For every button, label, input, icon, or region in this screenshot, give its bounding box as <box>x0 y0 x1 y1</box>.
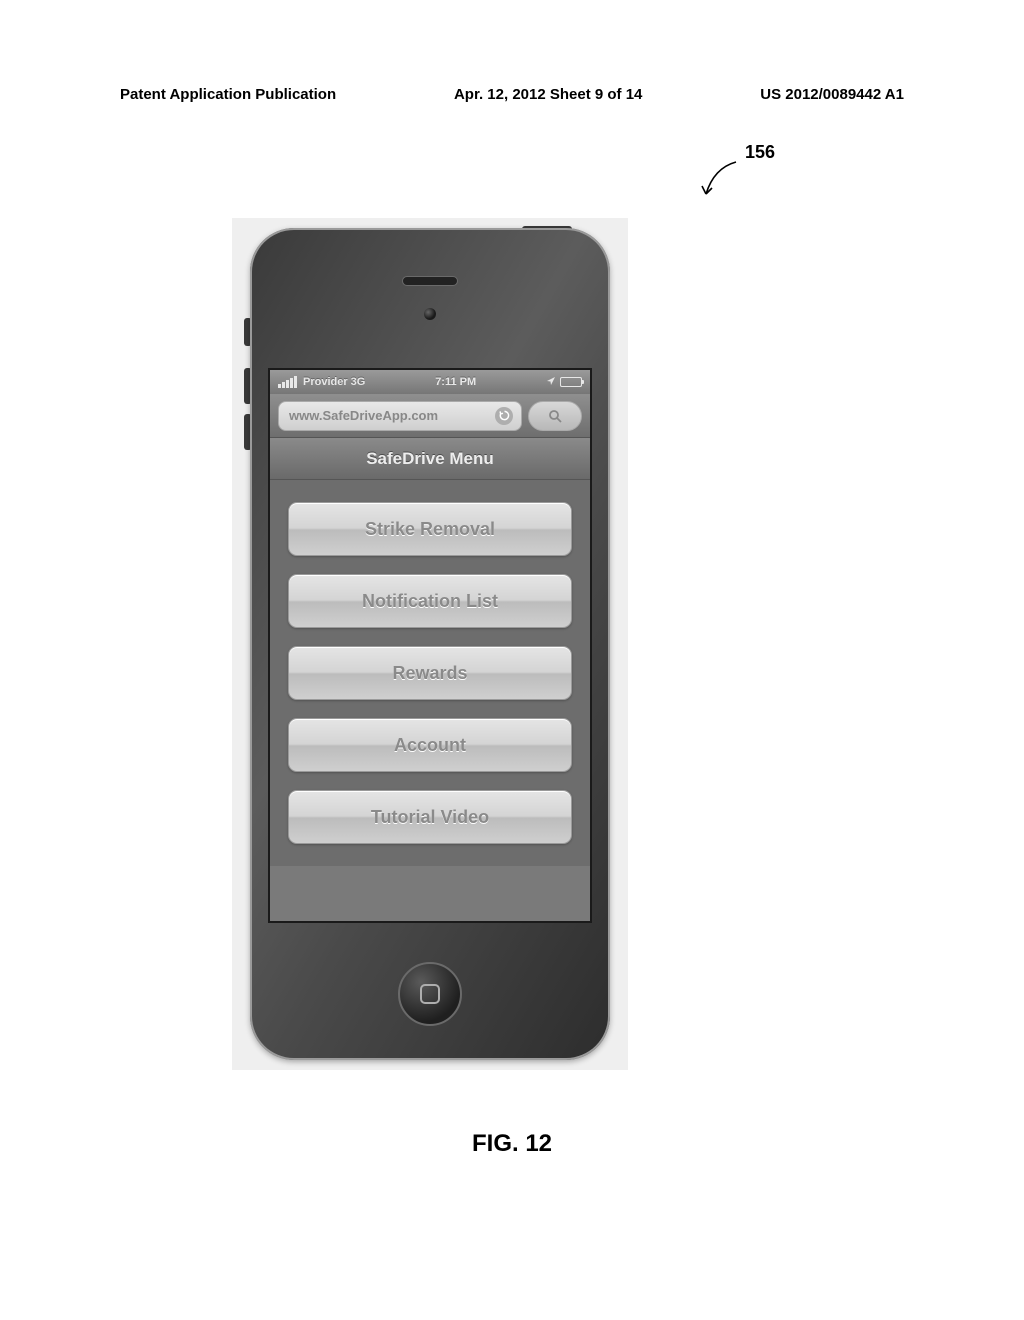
callout-number: 156 <box>745 142 775 163</box>
menu-item-label: Strike Removal <box>365 519 495 540</box>
phone-figure-wrap: Provider 3G 7:11 PM www.SafeDriveApp.com <box>232 218 628 1070</box>
earpiece-speaker <box>402 276 458 286</box>
menu-item-label: Account <box>394 735 466 756</box>
callout-156: 156 <box>695 142 775 202</box>
home-button-icon <box>420 984 440 1004</box>
header-center: Apr. 12, 2012 Sheet 9 of 14 <box>454 86 642 103</box>
header-right: US 2012/0089442 A1 <box>760 86 904 103</box>
patent-page-header: Patent Application Publication Apr. 12, … <box>120 86 904 103</box>
carrier-label: Provider 3G <box>303 376 365 388</box>
url-text: www.SafeDriveApp.com <box>289 408 438 423</box>
hero-title-text: SafeDrive Menu <box>366 449 494 469</box>
status-left: Provider 3G <box>278 376 365 388</box>
home-button[interactable] <box>398 962 462 1026</box>
menu-tutorial-video[interactable]: Tutorial Video <box>288 790 572 844</box>
location-icon <box>546 376 556 389</box>
app-hero-title: SafeDrive Menu <box>270 438 590 480</box>
phone-screen: Provider 3G 7:11 PM www.SafeDriveApp.com <box>268 368 592 923</box>
front-camera <box>424 308 436 320</box>
header-left: Patent Application Publication <box>120 86 336 103</box>
menu-item-label: Notification List <box>362 591 498 612</box>
status-right <box>546 376 582 389</box>
menu-strike-removal[interactable]: Strike Removal <box>288 502 572 556</box>
url-field[interactable]: www.SafeDriveApp.com <box>278 401 522 431</box>
search-icon <box>548 409 562 423</box>
menu-account[interactable]: Account <box>288 718 572 772</box>
menu-notification-list[interactable]: Notification List <box>288 574 572 628</box>
status-bar: Provider 3G 7:11 PM <box>270 370 590 394</box>
menu-area: Strike Removal Notification List Rewards… <box>270 480 590 866</box>
battery-icon <box>560 377 582 387</box>
browser-toolbar: www.SafeDriveApp.com <box>270 394 590 438</box>
search-button[interactable] <box>528 401 582 431</box>
figure-caption: FIG. 12 <box>0 1130 1024 1158</box>
reload-icon[interactable] <box>495 407 513 425</box>
phone-body: Provider 3G 7:11 PM www.SafeDriveApp.com <box>250 228 610 1060</box>
clock-label: 7:11 PM <box>435 376 476 388</box>
signal-bars-icon <box>278 376 297 388</box>
menu-item-label: Tutorial Video <box>371 807 489 828</box>
menu-rewards[interactable]: Rewards <box>288 646 572 700</box>
menu-item-label: Rewards <box>392 663 467 684</box>
callout-leader-line <box>700 160 740 200</box>
figure-caption-text: FIG. 12 <box>472 1130 552 1157</box>
